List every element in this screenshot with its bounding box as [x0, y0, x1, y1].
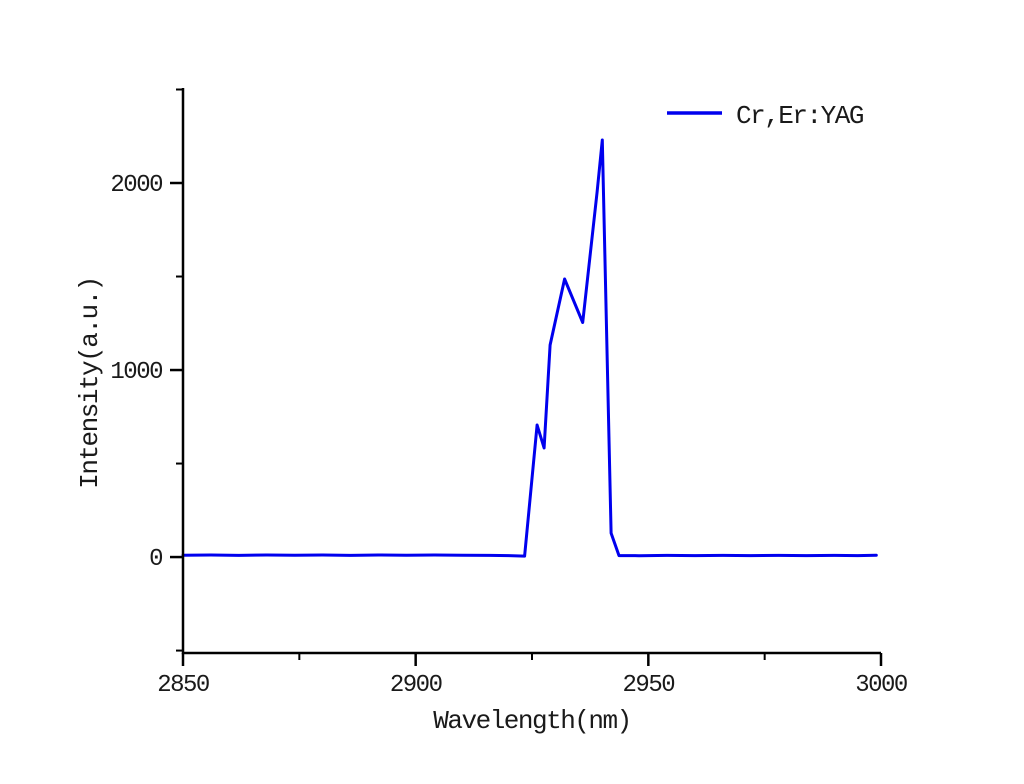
y-tick-label: 2000 [110, 172, 162, 199]
y-tick-label: 1000 [110, 359, 162, 386]
x-tick-label: 2900 [390, 672, 442, 699]
legend: Cr,Er:YAG [667, 101, 864, 131]
x-axis-label: Wavelength(nm) [433, 706, 630, 736]
series-line [181, 138, 878, 558]
axis-spines [181, 88, 881, 655]
x-tick-label: 2950 [623, 672, 675, 699]
y-axis-label: Intensity(a.u.) [75, 277, 105, 489]
x-tick-label: 2850 [157, 672, 209, 699]
legend-label: Cr,Er:YAG [736, 101, 863, 131]
y-tick-label: 0 [149, 546, 162, 573]
chart-generated-layer: 2850 2900 2950 3000 0 1000 2000 [110, 88, 908, 699]
x-tick-label: 3000 [855, 672, 907, 699]
